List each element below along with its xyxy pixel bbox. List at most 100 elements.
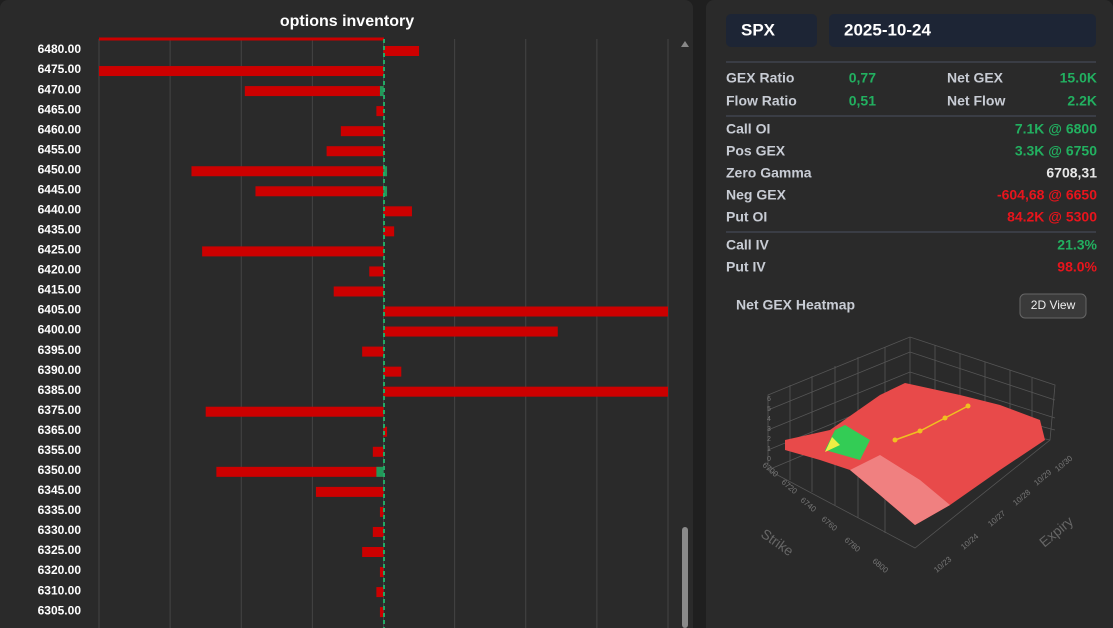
y-tick-label: 6465.00 — [38, 102, 82, 116]
bar — [99, 66, 384, 77]
z-tick-label: 6 — [767, 396, 771, 403]
y-tick-label: 6450.00 — [38, 162, 82, 176]
heatmap-surface — [785, 383, 1045, 525]
y-tick-label: 6425.00 — [38, 243, 82, 257]
y-tick-label: 6415.00 — [38, 283, 82, 297]
bar — [244, 86, 384, 97]
stat-value: 15.0K — [1060, 70, 1097, 86]
y-tick-label: 6390.00 — [38, 363, 82, 377]
bar — [379, 86, 384, 97]
bar — [205, 406, 384, 417]
y-tick-label: 6350.00 — [38, 463, 82, 477]
stat-value: 84.2K @ 5300 — [1007, 209, 1097, 225]
bar — [362, 547, 384, 557]
y-tick-label: 6420.00 — [38, 263, 82, 277]
bar — [379, 567, 384, 578]
bar — [376, 587, 384, 598]
scroll-up[interactable] — [681, 41, 689, 47]
bar — [333, 286, 384, 297]
bar — [383, 186, 388, 197]
y-tick-label: 6335.00 — [38, 503, 82, 517]
date: 2025-10-24 — [844, 20, 932, 39]
bar — [372, 526, 384, 537]
scrollbar-thumb[interactable] — [682, 527, 688, 628]
stat-label: Zero Gamma — [726, 165, 812, 181]
left-panel — [0, 0, 693, 628]
z-tick-label: 4 — [767, 416, 771, 423]
bar — [383, 206, 412, 217]
bar — [376, 466, 384, 477]
bar — [326, 146, 384, 157]
bar — [383, 46, 420, 56]
bar — [383, 366, 402, 377]
stat-value: 2.2K — [1067, 93, 1097, 109]
y-tick-label: 6345.00 — [38, 483, 82, 497]
bar — [202, 246, 384, 257]
heatmap-peak — [825, 425, 870, 460]
stat-label: Net Flow — [947, 93, 1005, 109]
symbol: SPX — [741, 20, 776, 39]
view-button[interactable] — [1019, 293, 1087, 319]
y-tick-label: 6395.00 — [38, 343, 82, 357]
heatmap-peak — [825, 437, 840, 452]
y-tick-label: 6310.00 — [38, 583, 82, 597]
y-tick-label: 6435.00 — [38, 223, 82, 237]
bar — [383, 166, 388, 177]
y-tick-label: 6305.00 — [38, 603, 82, 617]
view-button-label: 2D View — [1031, 298, 1076, 312]
stat-value: 0,77 — [849, 70, 876, 86]
stat-value: 98.0% — [1057, 259, 1097, 275]
bar — [383, 306, 668, 317]
bar — [372, 446, 384, 457]
stat-label: Put OI — [726, 209, 767, 225]
y-tick-label: 6375.00 — [38, 403, 82, 417]
stat-value: 0,51 — [849, 93, 876, 109]
y-tick-label: 6460.00 — [38, 122, 82, 136]
bar — [315, 486, 384, 497]
y-tick-label: 6330.00 — [38, 523, 82, 537]
y-tick-label: 6445.00 — [38, 182, 82, 196]
stat-label: Flow Ratio — [726, 93, 797, 109]
y-tick-label: 6385.00 — [38, 383, 82, 397]
stat-value: 6708,31 — [1046, 165, 1097, 181]
stat-value: 21.3% — [1057, 237, 1097, 253]
z-tick-label: 3 — [767, 426, 771, 433]
y-tick-label: 6470.00 — [38, 82, 82, 96]
zero-gamma-line — [894, 405, 969, 441]
chart-title: options inventory — [280, 13, 414, 30]
stat-value: -604,68 @ 6650 — [997, 187, 1097, 203]
symbol-box[interactable] — [726, 14, 817, 47]
stat-label: GEX Ratio — [726, 70, 794, 86]
bar — [362, 346, 384, 357]
bar — [379, 607, 384, 618]
bar — [216, 466, 384, 477]
stat-value: 7.1K @ 6800 — [1015, 121, 1097, 137]
y-tick-label: 6405.00 — [38, 303, 82, 317]
stat-label: Call OI — [726, 121, 770, 137]
bar — [379, 506, 384, 517]
stat-label: Call IV — [726, 237, 769, 253]
bar — [383, 226, 395, 237]
y-tick-label: 6365.00 — [38, 423, 82, 437]
y-tick-label: 6455.00 — [38, 142, 82, 156]
z-tick-label: 1 — [767, 446, 771, 453]
bar — [383, 326, 558, 337]
date-box[interactable] — [829, 14, 1096, 47]
y-tick-label: 6355.00 — [38, 443, 82, 457]
y-tick-label: 6320.00 — [38, 563, 82, 577]
bar — [383, 426, 388, 437]
bar — [383, 386, 668, 397]
zero-gamma-points — [892, 403, 971, 443]
z-tick-label: 5 — [767, 406, 771, 413]
heatmap-title: Net GEX Heatmap — [736, 297, 855, 313]
bar — [369, 266, 384, 277]
heatmap-surface — [850, 455, 950, 525]
stat-label: Net GEX — [947, 70, 1004, 86]
stat-label: Put IV — [726, 259, 766, 275]
y-tick-label: 6480.00 — [38, 42, 82, 56]
bar — [255, 186, 384, 197]
stat-label: Neg GEX — [726, 187, 787, 203]
y-tick-label: 6325.00 — [38, 543, 82, 557]
bar — [340, 126, 384, 137]
